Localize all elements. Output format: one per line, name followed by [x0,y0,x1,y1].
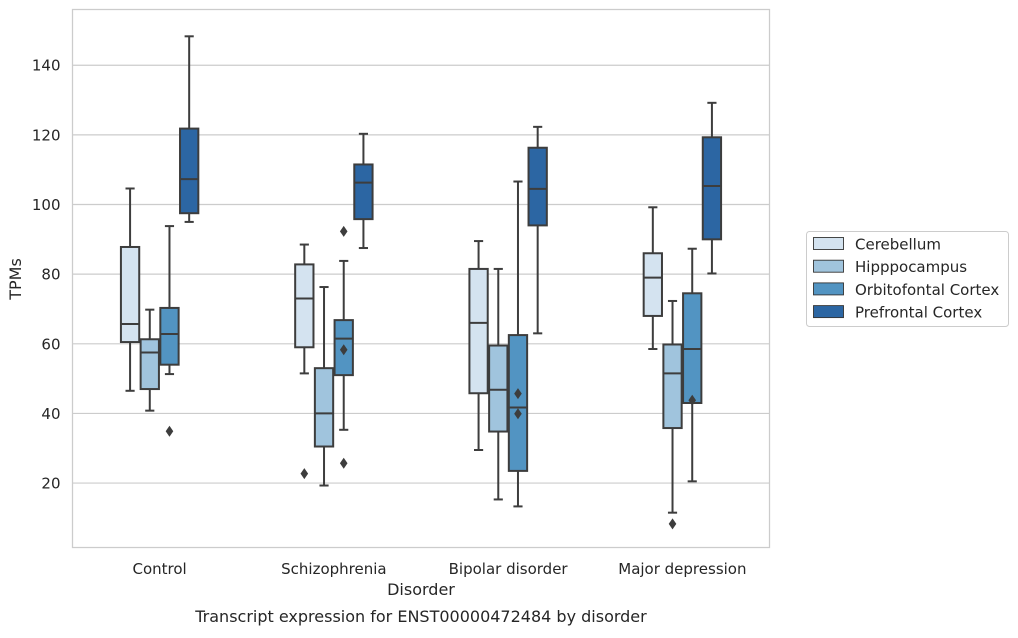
y-axis-ticks: 20 40 60 80 100 120 140 [32,57,61,493]
y-tick-label: 100 [32,196,61,214]
y-tick-label: 140 [32,57,61,75]
box-body [353,163,374,221]
box-2-4 [662,299,683,530]
box-3-1 [159,225,180,437]
box-body [179,127,200,215]
outlier-point [339,457,348,469]
y-tick-label: 80 [41,266,60,284]
legend-label: Orbitofontal Cortex [855,281,999,299]
legend-swatch [813,282,844,296]
legend-label: Cerebellum [855,236,941,254]
plot-area [119,35,723,530]
outlier-point [688,394,697,406]
outlier-point [300,468,309,480]
box-3-3 [507,180,529,508]
legend-frame [806,231,1009,327]
outlier-point [339,344,348,356]
x-axis-ticks: Control Schizophrenia Bipolar disorder Majo… [133,560,747,578]
outlier-point [514,408,522,420]
box-body [139,338,160,391]
outlier-point [165,425,174,437]
plot-frame [71,8,771,549]
box-3-2 [333,225,354,469]
box-body [642,252,663,317]
box-body [159,306,180,366]
box-body [313,367,335,448]
legend: Cerebellum Hipppocampus Orbitofontal Corte… [806,231,1009,327]
legend-label: Hipppocampus [855,258,967,276]
box-body [294,263,315,349]
box-2-3 [488,267,509,501]
x-tick-label: Control [133,560,187,578]
x-tick-label: Major depression [618,560,746,578]
y-tick-label: 120 [32,126,61,144]
x-tick-label: Bipolar disorder [449,560,569,578]
box-body [119,245,141,344]
box-body [488,344,509,433]
legend-swatch [813,305,844,319]
box-1-2 [294,243,315,480]
box-1-4 [642,206,663,351]
box-4-1 [179,35,200,223]
box-2-1 [139,308,160,412]
box-3-4 [682,247,703,483]
y-tick-label: 60 [41,335,60,353]
box-body [662,343,683,430]
y-tick-label: 20 [41,475,60,493]
y-axis-label: TPMs [6,258,25,301]
box-body [527,146,548,227]
x-tick-label: Schizophrenia [281,560,386,578]
box-body [507,334,529,472]
outlier-point [339,225,348,237]
box-2-2 [313,286,335,487]
legend-label: Prefrontal Cortex [855,304,982,322]
box-1-3 [468,240,489,451]
x-axis-label: Disorder [387,580,455,599]
outlier-point [514,388,522,400]
box-body [701,136,723,241]
box-4-2 [353,132,374,250]
box-body [468,267,489,395]
box-4-4 [701,101,723,275]
outlier-point [668,518,677,530]
legend-swatch [813,237,844,250]
y-tick-label: 40 [41,405,60,423]
box-4-3 [527,125,548,335]
box-1-1 [119,187,141,392]
legend-swatch [813,259,844,273]
chart-caption: Transcript expression for ENST0000047248… [194,607,647,626]
